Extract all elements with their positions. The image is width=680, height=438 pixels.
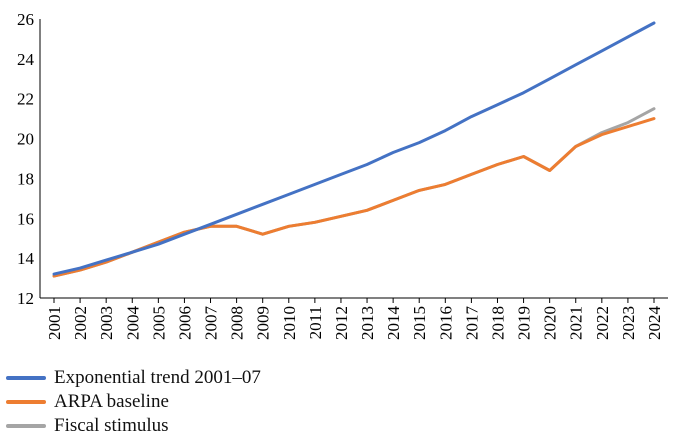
x-tick-label: 2010 xyxy=(280,306,299,340)
y-tick-label: 18 xyxy=(17,169,34,188)
x-tick-label: 2011 xyxy=(306,306,325,339)
x-axis-ticks: 2001 2002 2003 2004 2005 2006 2007 2008 2009 2010… xyxy=(45,298,664,340)
x-tick-label: 2019 xyxy=(515,306,534,340)
x-tick-label: 2002 xyxy=(71,306,90,340)
x-tick-label: 2014 xyxy=(384,306,403,341)
x-tick-label: 2015 xyxy=(410,306,429,340)
y-tick-label: 12 xyxy=(17,289,34,308)
legend-item-arpa-baseline: ARPA baseline xyxy=(6,390,261,414)
x-tick-label: 2024 xyxy=(645,306,664,341)
x-tick-label: 2022 xyxy=(593,306,612,340)
y-axis-ticks: 12 14 16 18 20 22 24 26 xyxy=(17,10,35,308)
x-tick-label: 2017 xyxy=(462,306,481,341)
x-tick-label: 2023 xyxy=(619,306,638,340)
x-tick-label: 2013 xyxy=(358,306,377,340)
x-tick-label: 2009 xyxy=(254,306,273,340)
legend: Exponential trend 2001–07 ARPA baseline … xyxy=(6,366,261,438)
x-tick-label: 2003 xyxy=(97,306,116,340)
legend-label-fiscal-stimulus: Fiscal stimulus xyxy=(54,415,169,436)
series-lines xyxy=(52,21,656,278)
x-tick-label: 2005 xyxy=(149,306,168,340)
x-tick-label: 2012 xyxy=(332,306,351,340)
series-line-exponential-trend-2001-07 xyxy=(52,21,656,276)
y-tick-label: 16 xyxy=(17,209,34,228)
legend-swatch-exponential-trend xyxy=(6,376,46,380)
x-tick-label: 2020 xyxy=(541,306,560,340)
y-tick-label: 22 xyxy=(17,90,34,109)
x-tick-label: 2016 xyxy=(436,306,455,340)
y-tick-label: 24 xyxy=(17,50,35,69)
y-tick-label: 26 xyxy=(17,10,34,29)
legend-swatch-fiscal-stimulus xyxy=(6,424,46,428)
legend-label-arpa-baseline: ARPA baseline xyxy=(54,391,169,412)
legend-swatch-arpa-baseline xyxy=(6,400,46,404)
x-tick-label: 2006 xyxy=(175,306,194,340)
x-tick-label: 2001 xyxy=(45,306,64,340)
x-tick-label: 2008 xyxy=(228,306,247,340)
legend-item-exponential-trend: Exponential trend 2001–07 xyxy=(6,366,261,390)
x-tick-label: 2021 xyxy=(567,306,586,340)
legend-item-fiscal-stimulus: Fiscal stimulus xyxy=(6,414,261,438)
x-tick-label: 2007 xyxy=(202,306,221,341)
y-tick-label: 20 xyxy=(17,130,34,149)
legend-label-exponential-trend: Exponential trend 2001–07 xyxy=(54,367,261,388)
series-line-arpa-baseline xyxy=(52,117,656,278)
x-tick-label: 2018 xyxy=(488,306,507,340)
series-line-fiscal-stimulus xyxy=(52,107,656,278)
y-tick-label: 14 xyxy=(17,249,35,268)
x-tick-label: 2004 xyxy=(123,306,142,341)
